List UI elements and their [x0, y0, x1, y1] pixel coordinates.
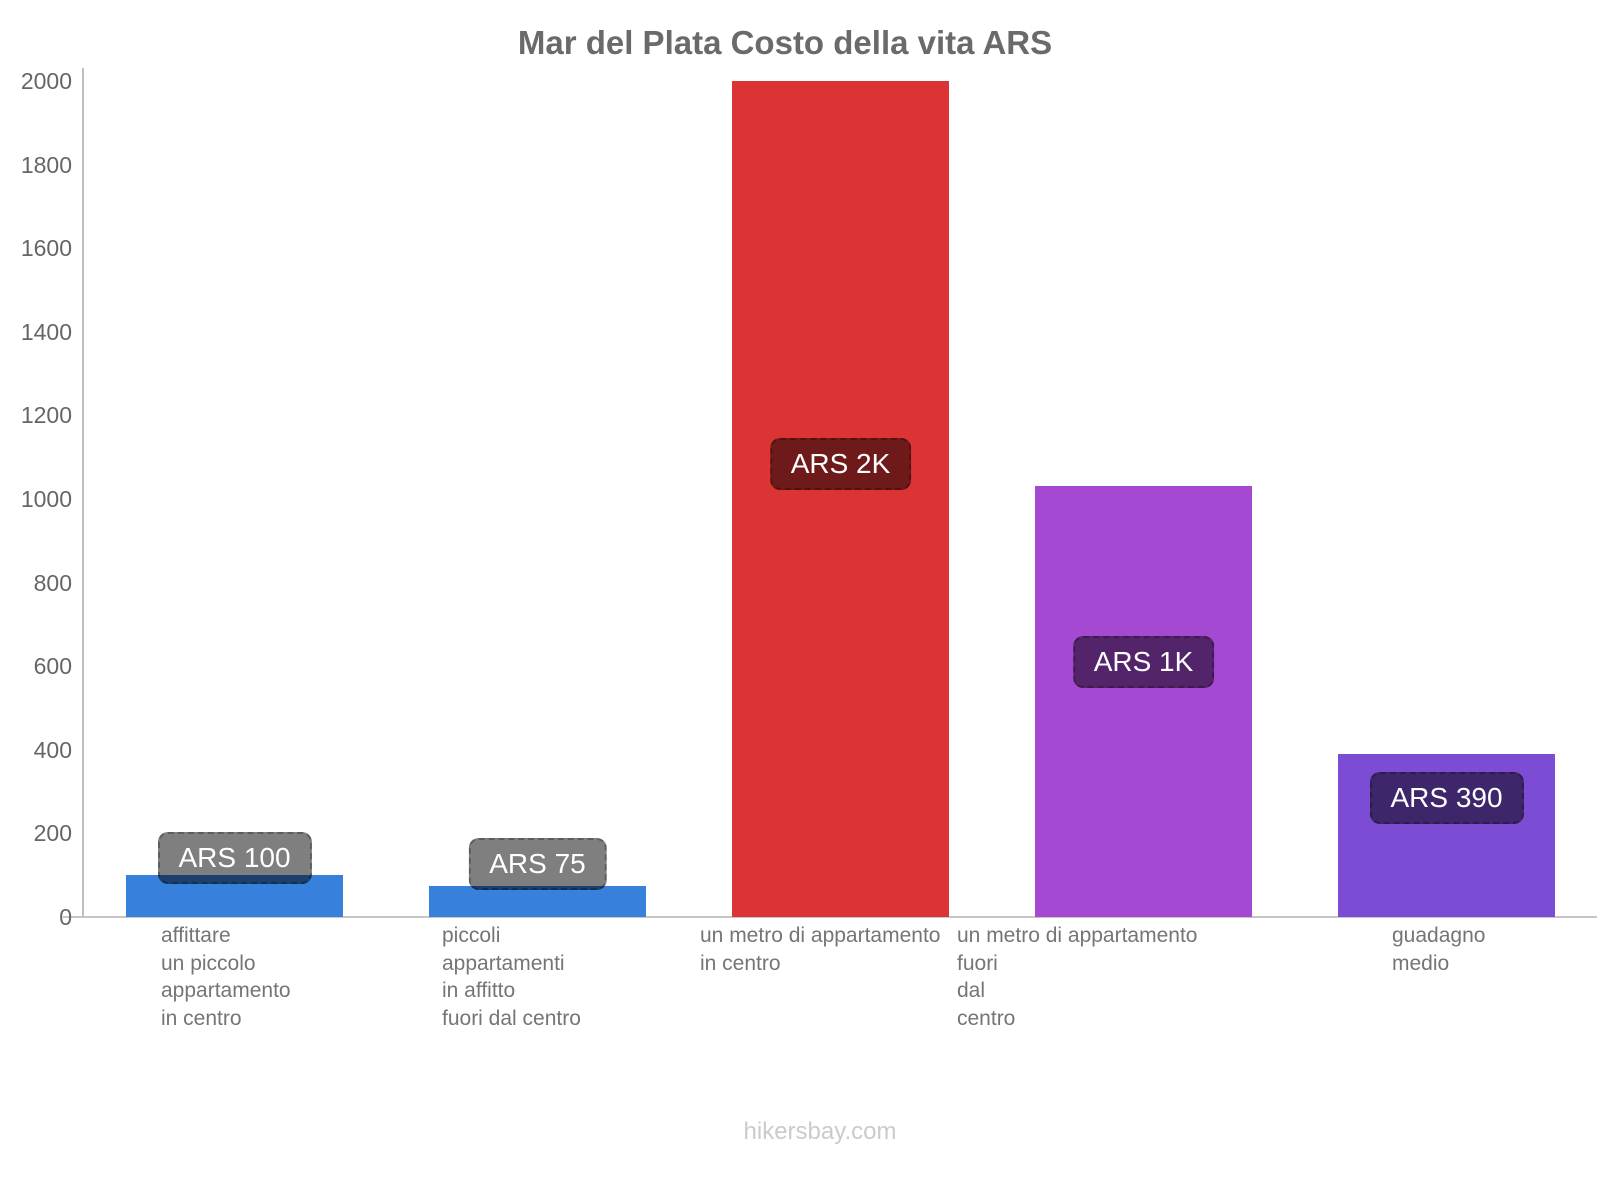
value-badge: ARS 75	[468, 838, 607, 890]
y-tick-label: 0	[59, 904, 72, 930]
value-badge: ARS 390	[1369, 772, 1524, 824]
x-axis-line	[63, 916, 1597, 918]
x-axis-category-line: centro	[957, 1006, 1016, 1030]
x-axis-category-line: guadagno	[1392, 924, 1486, 947]
x-axis-category-line: in centro	[161, 1006, 242, 1030]
y-tick-label: 1000	[20, 486, 72, 512]
x-axis-category-line: in affitto	[442, 979, 516, 1002]
value-badge: ARS 1K	[1072, 636, 1215, 688]
x-axis-category-label: affittare un piccolo appartamento in centro	[161, 922, 291, 1032]
x-axis-category-line: piccoli	[442, 924, 501, 947]
y-tick-label: 1400	[20, 318, 72, 345]
x-axis-category-line: appartamenti	[442, 951, 565, 975]
x-axis-category-label: un metro di appartamento fuori dal centro	[957, 922, 1197, 1032]
y-tick-label: 800	[33, 569, 72, 596]
x-axis-category-line: fuori dal centro	[442, 1006, 581, 1030]
bar	[732, 81, 949, 917]
y-tick-label: 2000	[20, 68, 72, 94]
y-tick-label: 200	[33, 820, 72, 847]
footer-watermark: hikersbay.com	[743, 1118, 897, 1145]
x-axis-category-label: un metro di appartamento in centro	[700, 922, 940, 977]
x-axis-category-line: medio	[1392, 951, 1450, 975]
x-axis-category-label: piccoli appartamenti in affitto fuori dal c…	[442, 922, 581, 1032]
y-tick-label: 1600	[20, 235, 72, 262]
y-tick-label: 600	[33, 653, 72, 680]
x-axis-category-line: appartamento	[161, 979, 291, 1002]
y-axis-line	[82, 68, 84, 917]
x-axis-category-line: dal	[957, 979, 986, 1002]
value-badge: ARS 2K	[769, 438, 912, 490]
x-axis-category-line: in centro	[700, 951, 781, 975]
x-axis-category-label: guadagno medio	[1392, 922, 1485, 977]
x-axis-category-line: un metro di appartamento	[700, 924, 941, 947]
x-axis-category-line: un metro di appartamento	[957, 924, 1198, 947]
x-axis-category-line: un piccolo	[161, 951, 256, 975]
x-axis-category-line: fuori	[957, 951, 998, 975]
bar	[429, 885, 646, 917]
y-tick-label: 1200	[20, 402, 72, 429]
x-axis-category-line: affittare	[161, 924, 231, 947]
bar	[1035, 486, 1252, 917]
chart-title: Mar del Plata Costo della vita ARS	[517, 24, 1053, 61]
y-tick-label: 400	[33, 736, 72, 763]
y-tick-label: 1800	[20, 151, 72, 178]
value-badge: ARS 100	[157, 832, 312, 884]
